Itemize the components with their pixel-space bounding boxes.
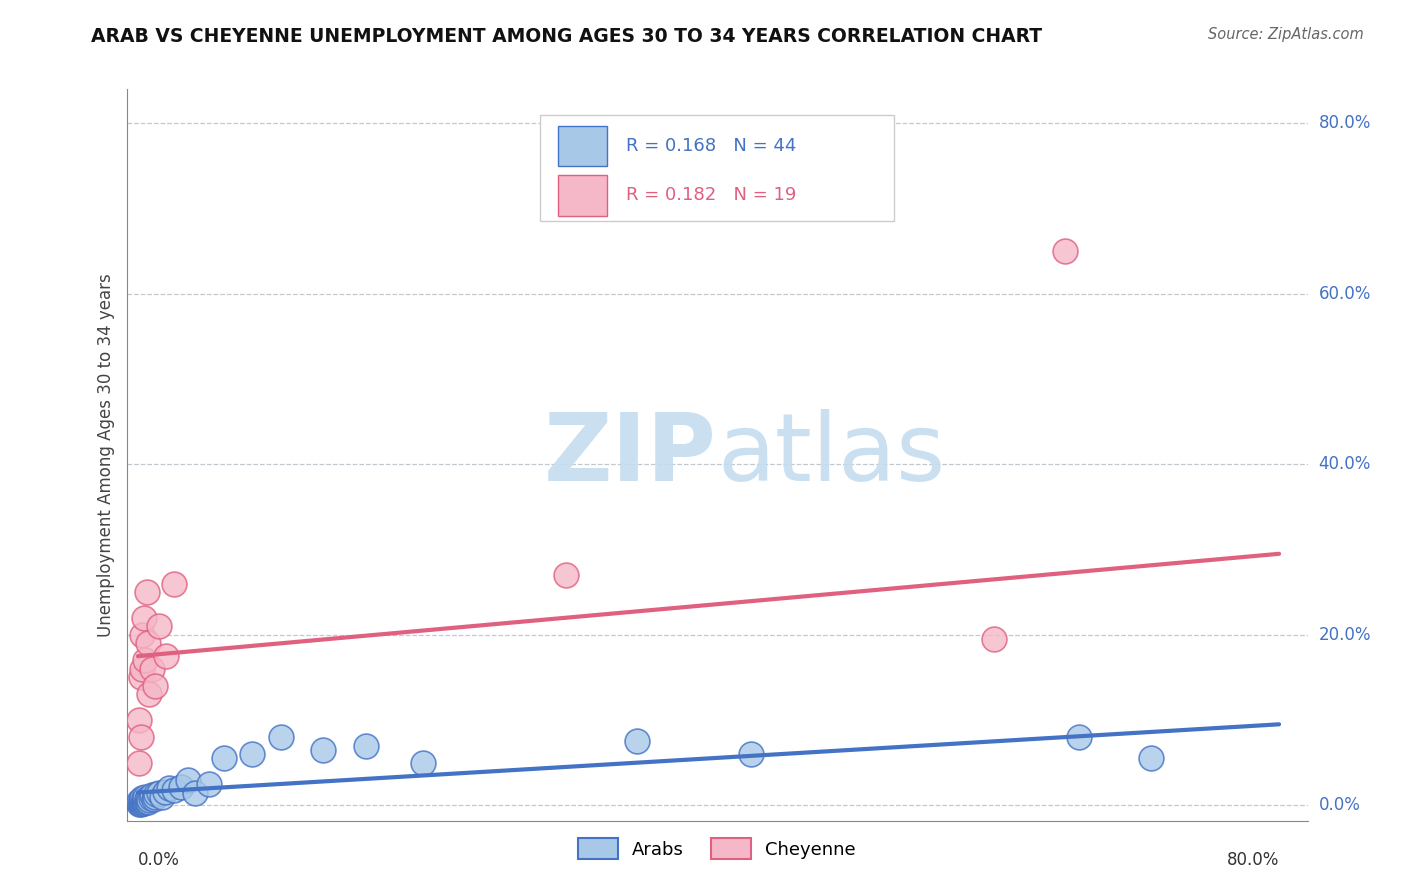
Text: 80.0%: 80.0% (1226, 851, 1279, 869)
Text: 0.0%: 0.0% (1319, 797, 1361, 814)
Point (983, 632, 1005, 646)
Point (141, 662, 163, 676)
Point (131, 794, 153, 808)
Point (1139, 751, 1161, 765)
Point (128, 794, 150, 808)
Point (134, 653, 156, 667)
Point (157, 781, 180, 796)
Point (153, 785, 176, 799)
Point (177, 772, 200, 787)
Point (132, 792, 155, 806)
Text: atlas: atlas (717, 409, 945, 501)
Point (129, 670, 152, 684)
Point (129, 730, 152, 744)
Point (128, 796, 150, 810)
Point (740, 747, 762, 761)
Point (212, 751, 235, 765)
Point (354, 739, 377, 753)
Point (134, 793, 156, 807)
Point (148, 619, 170, 633)
Point (132, 611, 155, 625)
FancyBboxPatch shape (558, 126, 607, 166)
Point (162, 576, 184, 591)
FancyBboxPatch shape (540, 115, 894, 221)
Point (132, 794, 155, 808)
Point (131, 796, 153, 810)
Y-axis label: Unemployment Among Ages 30 to 34 years: Unemployment Among Ages 30 to 34 years (97, 273, 115, 637)
Point (143, 789, 166, 804)
Point (312, 743, 335, 757)
Point (129, 797, 152, 811)
Text: R = 0.182   N = 19: R = 0.182 N = 19 (626, 186, 796, 204)
Text: 40.0%: 40.0% (1319, 455, 1371, 474)
Point (141, 788, 163, 802)
Point (131, 791, 153, 805)
Point (129, 795, 152, 809)
FancyBboxPatch shape (558, 175, 607, 216)
Text: 60.0%: 60.0% (1319, 285, 1371, 302)
Point (139, 791, 162, 805)
Point (270, 730, 292, 744)
Point (131, 662, 153, 676)
Point (138, 688, 160, 702)
Point (198, 777, 221, 791)
Point (134, 789, 156, 804)
Point (142, 792, 165, 806)
Point (136, 790, 159, 805)
Point (554, 568, 576, 582)
Point (128, 713, 150, 727)
Point (134, 795, 156, 809)
Point (1054, 244, 1077, 259)
Text: 80.0%: 80.0% (1319, 114, 1371, 132)
Point (129, 793, 152, 807)
Text: R = 0.168   N = 44: R = 0.168 N = 44 (626, 137, 796, 155)
Point (1069, 730, 1091, 744)
Text: Source: ZipAtlas.com: Source: ZipAtlas.com (1208, 27, 1364, 42)
Text: ZIP: ZIP (544, 409, 717, 501)
Point (128, 756, 150, 770)
Point (148, 785, 170, 799)
Point (626, 734, 648, 748)
Point (136, 636, 159, 650)
Point (131, 628, 153, 642)
Point (135, 585, 157, 599)
Text: 0.0%: 0.0% (138, 851, 180, 869)
Point (132, 796, 155, 810)
Point (162, 783, 184, 797)
Point (170, 780, 193, 794)
Point (412, 756, 434, 770)
Point (135, 794, 157, 808)
Point (240, 747, 263, 761)
Point (155, 649, 177, 664)
Point (128, 797, 150, 811)
Point (138, 793, 160, 807)
Point (135, 792, 157, 806)
Text: ARAB VS CHEYENNE UNEMPLOYMENT AMONG AGES 30 TO 34 YEARS CORRELATION CHART: ARAB VS CHEYENNE UNEMPLOYMENT AMONG AGES… (91, 27, 1042, 45)
Text: 20.0%: 20.0% (1319, 626, 1371, 644)
Point (143, 679, 166, 693)
Legend: Arabs, Cheyenne: Arabs, Cheyenne (571, 831, 863, 866)
Point (150, 789, 173, 804)
Point (145, 787, 167, 801)
Point (184, 785, 207, 799)
Point (136, 795, 159, 809)
